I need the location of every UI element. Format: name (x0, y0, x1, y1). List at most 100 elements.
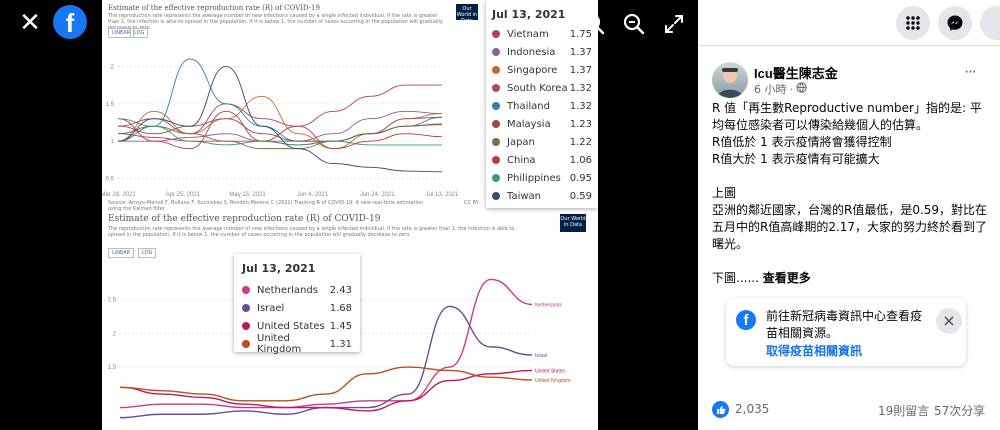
legend-dot (492, 102, 500, 110)
series-line (117, 118, 442, 146)
messenger-icon[interactable] (938, 6, 972, 40)
legend-dot (492, 66, 500, 74)
series-line (117, 110, 443, 150)
tooltip-series-name: Vietnam (507, 28, 549, 40)
post-line-2: R值低於 1 表示疫情將會獲得控制 (712, 135, 892, 149)
chart2-subtitle: The reproduction rate represents the ave… (108, 226, 515, 238)
reactions-bar: 2,035 19則留言 57次分享 (698, 398, 1000, 422)
tooltip-row: Netherlands 2.43 (242, 281, 352, 299)
y-tick-label: 0.5 (106, 177, 115, 183)
public-globe-icon (796, 82, 807, 96)
facebook-logo[interactable]: f (53, 5, 87, 39)
meta-separator: · (789, 82, 794, 96)
chart1-source: Source: Arroyo-Marioli F, Bullano F, Kuc… (108, 200, 424, 212)
tooltip-series-name: Philippines (507, 172, 561, 184)
fullscreen-icon[interactable] (660, 10, 688, 38)
y-tick-label: 2 (111, 64, 115, 70)
x-tick-label: Jun 24, 2021 (360, 192, 395, 198)
tooltip-series-name: Malaysia (507, 118, 551, 130)
tooltip-series-name: China (507, 154, 536, 166)
chart1-tooltip-rows: Vietnam 1.75 Indonesia 1.37 Singapore 1.37 Sou… (492, 25, 592, 205)
post-gap (712, 168, 992, 185)
close-icon[interactable]: ✕ (19, 8, 41, 38)
share-count[interactable]: 57次分享 (934, 404, 986, 418)
tooltip-series-name: Thailand (507, 100, 550, 112)
post-gap (712, 253, 992, 270)
post-text: R 值「再生數Reproductive number」指的是: 平均每位感染者可… (712, 100, 992, 287)
tooltip-series-value: 1.37 (569, 64, 592, 76)
chart2-tooltip-date: Jul 13, 2021 (242, 262, 316, 275)
legend-dot (492, 138, 500, 146)
post-meta: 6 小時 · (754, 81, 807, 97)
legend-dot (242, 322, 250, 330)
more-options-icon[interactable]: ··· (964, 63, 976, 81)
post-line-8-text: 下圖...... (712, 271, 759, 285)
series-line (117, 124, 443, 150)
chart2-linear-toggle[interactable]: LINEAR (108, 248, 135, 258)
vaccine-info-link[interactable]: 取得疫苗相關資訊 (766, 344, 863, 358)
avatar[interactable] (712, 62, 748, 98)
post-line-3: R值大於 1 表示疫情有可能擴大 (712, 152, 880, 166)
tooltip-series-value: 0.95 (569, 172, 592, 184)
tooltip-series-name: United Kingdom (257, 333, 302, 355)
chart1-linear-toggle[interactable]: LINEAR (108, 28, 135, 38)
post-time[interactable]: 6 小時 (754, 83, 787, 96)
like-count[interactable]: 2,035 (735, 402, 770, 416)
close-card-icon[interactable]: × (936, 308, 962, 334)
post-author[interactable]: Icu醫生陳志金 (754, 66, 838, 81)
legend-dot (492, 120, 500, 128)
tooltip-series-name: Taiwan (507, 190, 542, 202)
tooltip-row: United States 1.45 (242, 317, 352, 335)
like-icon[interactable] (712, 401, 729, 418)
tooltip-row: United Kingdom 1.31 (242, 333, 352, 355)
photo-viewer: ✕ f Estimate of the effective reproducti… (19, 0, 688, 430)
tooltip-row: China 1.06 (492, 151, 592, 169)
chart2-tooltip-rows: Netherlands 2.43 Israel 1.68 United States 1.… (242, 281, 352, 355)
series-line (119, 278, 533, 409)
legend-dot (242, 304, 250, 312)
series-end-label: United States (535, 368, 566, 374)
tooltip-series-value: 1.31 (329, 338, 352, 350)
series-line (117, 84, 442, 135)
y-tick-label: 1.5 (106, 102, 115, 108)
chart2-log-toggle[interactable]: LOG (138, 248, 157, 258)
comment-count[interactable]: 19則留言 (878, 404, 930, 418)
see-more-link[interactable]: 查看更多 (762, 271, 811, 285)
zoom-out-icon[interactable] (620, 10, 648, 38)
chart1-tooltip-date: Jul 13, 2021 (492, 8, 566, 21)
x-tick-label: May 15, 2021 (229, 192, 266, 198)
y-tick-label: 1.5 (108, 365, 117, 371)
tooltip-series-name: Singapore (507, 64, 558, 76)
tooltip-series-value: 1.22 (569, 136, 592, 148)
y-tick-label: 1 (111, 139, 115, 145)
tooltip-series-value: 1.68 (329, 302, 352, 314)
legend-dot (242, 340, 250, 348)
tooltip-row: Philippines 0.95 (492, 169, 592, 187)
top-bar (698, 0, 1000, 46)
tooltip-series-value: 1.45 (329, 320, 352, 332)
tooltip-row: Vietnam 1.75 (492, 25, 592, 43)
chart1-log-toggle[interactable]: LOG (130, 28, 149, 38)
covid-card-text: 前往新冠病毒資訊中心查看疫苗相關資源。 (766, 309, 923, 340)
tooltip-row: Thailand 1.32 (492, 97, 592, 115)
legend-dot (492, 30, 500, 38)
post-line-5: 上圖 (712, 186, 737, 200)
tooltip-row: Malaysia 1.23 (492, 115, 592, 133)
tooltip-series-name: South Korea (507, 82, 568, 94)
tooltip-row: South Korea 1.32 (492, 79, 592, 97)
chart2-tooltip: Jul 13, 2021 Netherlands 2.43 Israel 1.68 Un… (234, 254, 360, 355)
x-tick-label: Jun 4, 2021 (297, 192, 329, 198)
tooltip-series-name: Israel (257, 302, 285, 314)
tooltip-series-value: 1.32 (569, 82, 592, 94)
menu-grid-icon[interactable] (896, 6, 930, 40)
chart1-plot: Mar 28, 2021 Apr 25, 2021 May 15, 2021 Jun … (102, 58, 459, 198)
x-tick-label: Mar 28, 2021 (102, 192, 136, 198)
chart1-owid-logo: Our World in Data (456, 4, 478, 24)
tooltip-series-name: Indonesia (507, 46, 556, 58)
x-tick-label: Apr 25, 2021 (166, 192, 201, 198)
account-menu-button[interactable] (980, 6, 1000, 40)
zoom-in-icon[interactable] (580, 10, 608, 38)
covid-info-card: f 前往新冠病毒資訊中心查看疫苗相關資源。 取得疫苗相關資訊 × (726, 298, 966, 366)
facebook-info-icon: f (736, 310, 756, 330)
